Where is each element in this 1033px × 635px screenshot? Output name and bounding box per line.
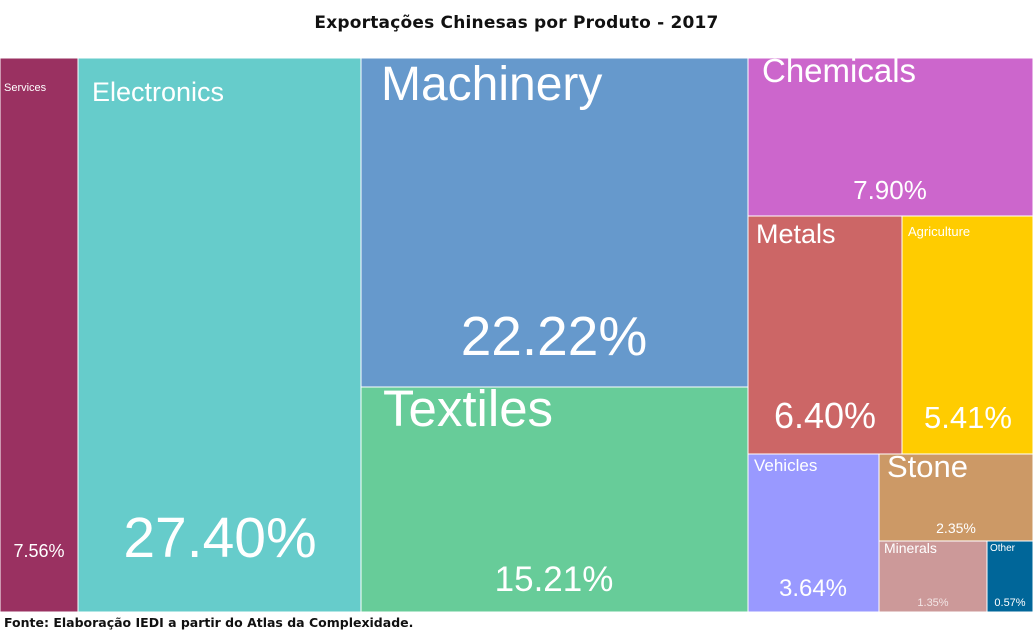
tile-rect-services (0, 57, 79, 613)
tile-rect-machinery (360, 57, 749, 388)
tile-rect-other (986, 540, 1033, 613)
source-note: Fonte: Elaboração IEDI a partir do Atlas… (4, 615, 414, 630)
tile-name-stone: Stone (887, 449, 968, 484)
tile-agriculture: Agriculture 5.41% (901, 215, 1033, 455)
tile-machinery: Machinery 22.22% (360, 57, 749, 388)
tile-value-chemicals: 7.90% (853, 175, 927, 205)
tile-stone: Stone 2.35% (878, 449, 1033, 542)
tile-rect-agriculture (901, 215, 1033, 455)
tile-value-machinery: 22.22% (461, 305, 648, 367)
tile-minerals: Minerals 1.35% (878, 540, 988, 613)
tile-value-minerals: 1.35% (917, 597, 948, 609)
tile-rect-stone (878, 453, 1033, 542)
tile-value-other: 0.57% (994, 597, 1025, 609)
tile-value-electronics: 27.40% (123, 506, 316, 570)
tile-name-other: Other (990, 543, 1016, 554)
tile-value-metals: 6.40% (774, 395, 876, 436)
tile-rect-chemicals (747, 57, 1033, 217)
tile-name-minerals: Minerals (884, 540, 937, 556)
tile-value-agriculture: 5.41% (924, 400, 1012, 435)
tile-vehicles: Vehicles 3.64% (747, 453, 880, 613)
tile-name-textiles: Textiles (383, 380, 553, 437)
tile-chemicals: Chemicals 7.90% (747, 52, 1033, 217)
tile-services: Services 7.56% (0, 57, 79, 613)
tile-textiles: Textiles 15.21% (360, 380, 749, 613)
tile-electronics: Electronics 27.40% (77, 57, 362, 613)
tile-name-electronics: Electronics (92, 77, 224, 107)
tile-name-chemicals: Chemicals (762, 52, 916, 89)
tile-metals: Metals 6.40% (747, 215, 903, 455)
tile-other: Other 0.57% (986, 540, 1033, 613)
chart-title: Exportações Chinesas por Produto - 2017 (314, 13, 719, 33)
tile-name-agriculture: Agriculture (908, 224, 970, 239)
tile-name-services: Services (4, 82, 47, 94)
tile-name-machinery: Machinery (381, 58, 602, 111)
tile-name-metals: Metals (756, 219, 836, 249)
tile-value-textiles: 15.21% (495, 560, 614, 599)
tile-value-vehicles: 3.64% (779, 575, 847, 602)
tile-name-vehicles: Vehicles (754, 456, 817, 475)
tile-value-services: 7.56% (13, 541, 64, 561)
tile-value-stone: 2.35% (936, 520, 976, 536)
